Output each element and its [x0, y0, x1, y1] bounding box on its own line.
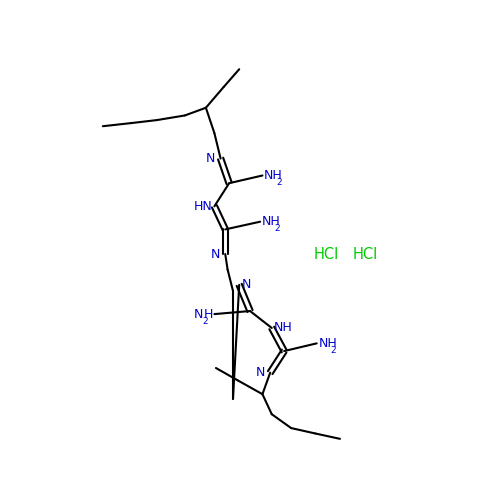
Text: N: N [206, 152, 215, 165]
Text: 2: 2 [202, 316, 208, 326]
Text: NH: NH [262, 215, 280, 228]
Text: NH: NH [274, 322, 292, 334]
Text: N: N [210, 248, 220, 260]
Text: HCl: HCl [352, 246, 378, 262]
Text: HCl: HCl [314, 246, 338, 262]
Text: 2: 2 [274, 224, 280, 233]
Text: N: N [256, 366, 265, 379]
Text: NH: NH [318, 337, 337, 350]
Text: N: N [194, 308, 203, 320]
Text: H: H [204, 308, 213, 320]
Text: 2: 2 [276, 178, 282, 187]
Text: N: N [242, 278, 251, 290]
Text: 2: 2 [330, 346, 336, 355]
Text: HN: HN [194, 200, 212, 213]
Text: NH: NH [264, 169, 283, 182]
